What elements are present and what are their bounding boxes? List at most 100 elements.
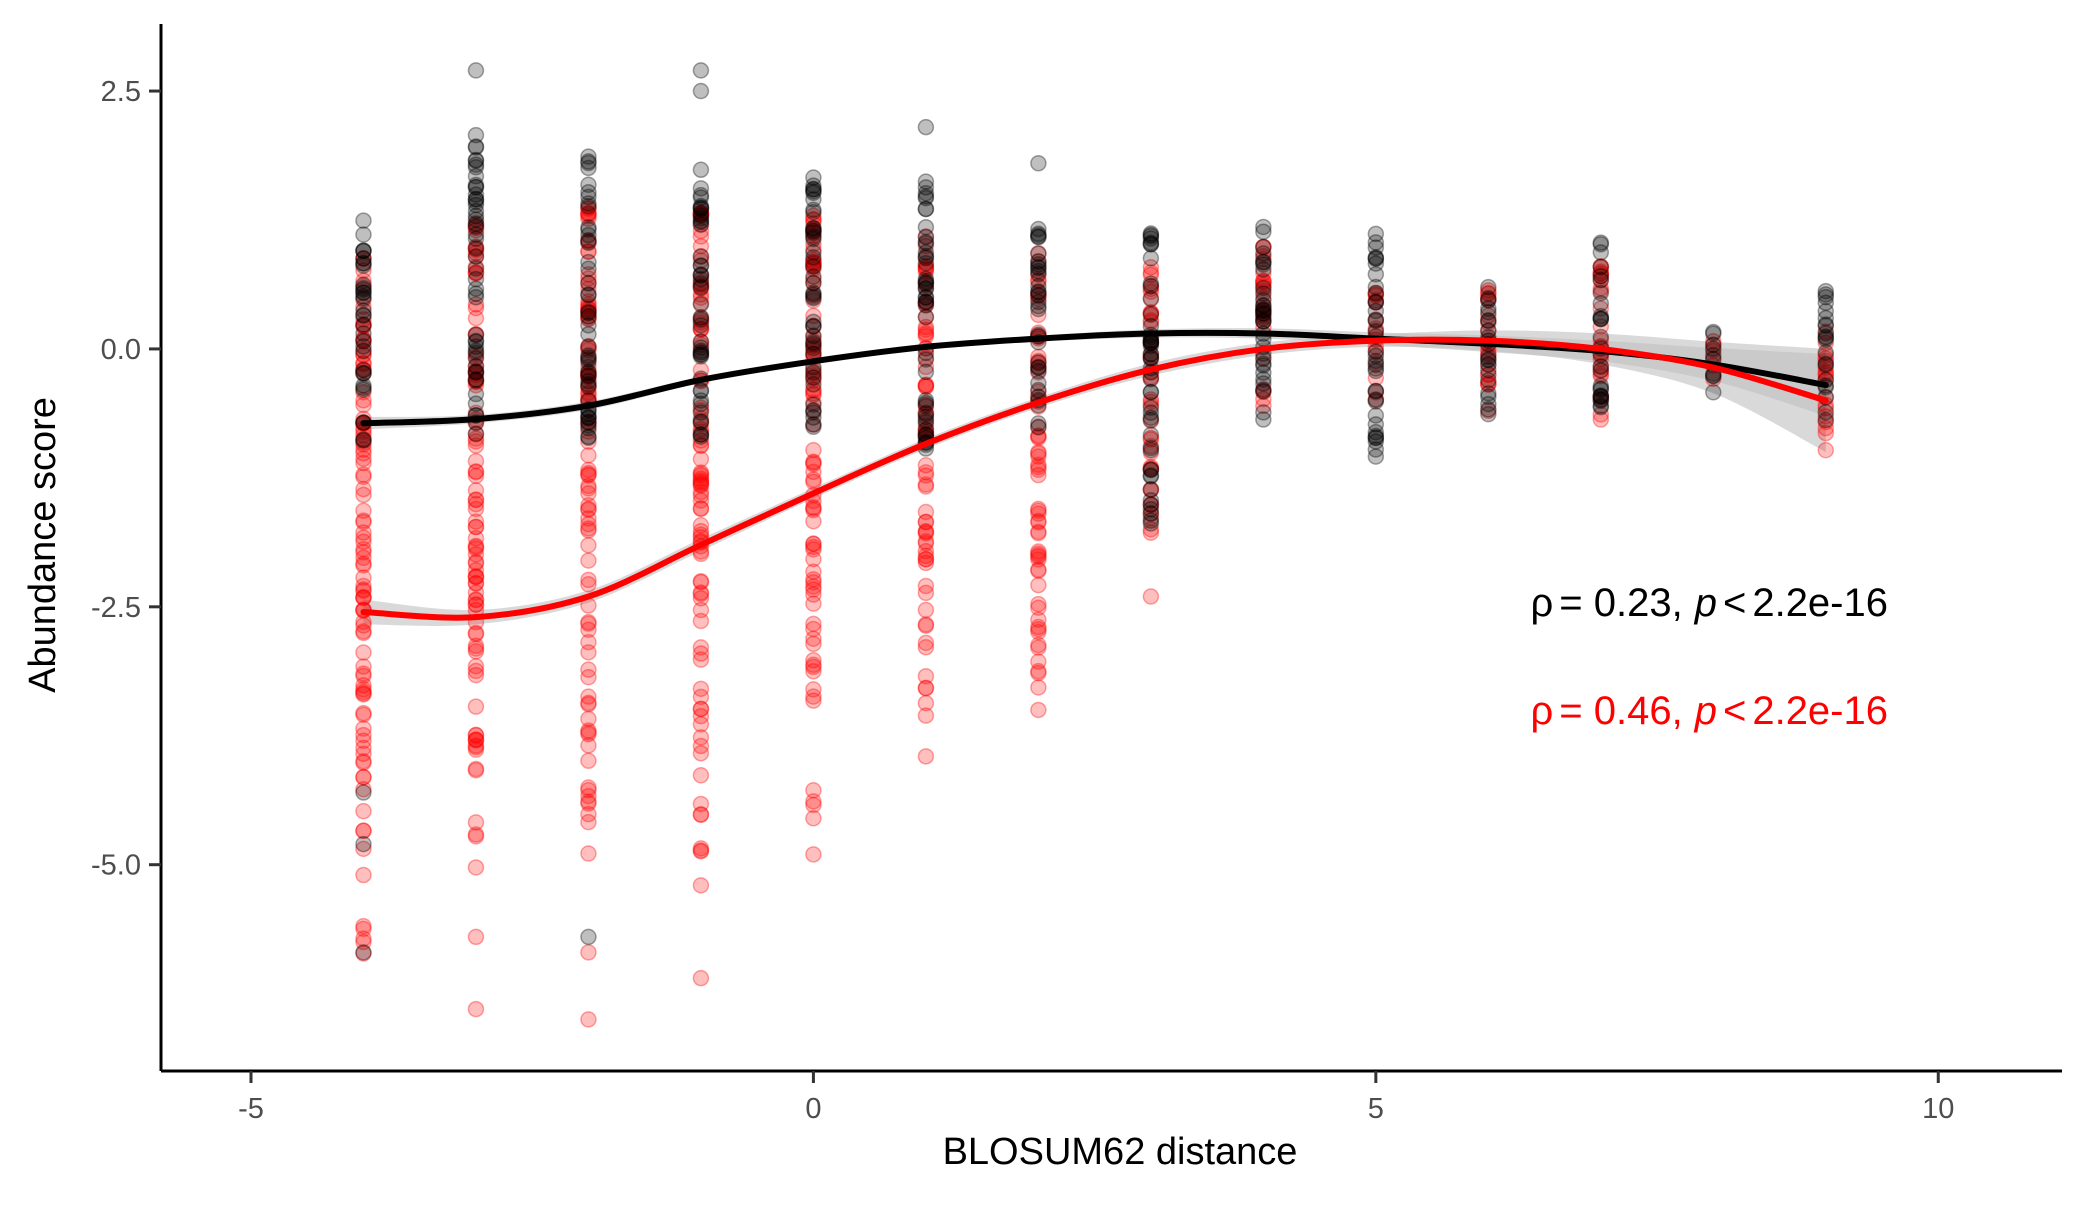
black-point xyxy=(1030,354,1047,371)
black-point xyxy=(1142,399,1160,416)
red-point xyxy=(805,581,822,598)
red-point xyxy=(580,737,597,754)
red-point xyxy=(355,454,372,472)
red-point xyxy=(1030,701,1047,719)
black-point xyxy=(805,313,822,331)
black-point xyxy=(1592,398,1610,416)
black-point xyxy=(692,213,710,231)
black-point xyxy=(805,258,822,275)
red-point xyxy=(580,781,597,799)
black-point xyxy=(1592,234,1610,251)
red-point xyxy=(805,663,822,680)
red-point xyxy=(467,698,485,715)
red-point xyxy=(467,596,485,613)
red-point xyxy=(1030,500,1047,518)
red-point xyxy=(1592,263,1610,280)
black-point xyxy=(580,378,597,395)
red-point xyxy=(917,296,935,314)
red-point xyxy=(1367,294,1385,311)
red-point xyxy=(1480,376,1497,393)
red-point xyxy=(805,253,822,271)
red-point xyxy=(805,571,822,588)
black-point xyxy=(467,190,485,208)
black-point xyxy=(355,257,372,274)
black-point xyxy=(355,333,372,350)
red-point xyxy=(355,557,372,574)
black-point xyxy=(692,348,710,365)
red-point xyxy=(1255,273,1272,290)
red-point xyxy=(467,591,485,608)
red-point xyxy=(917,397,935,415)
black-point xyxy=(467,332,485,350)
black-point xyxy=(1142,349,1160,367)
black-point xyxy=(917,394,935,411)
red-point xyxy=(1592,388,1610,405)
red-point xyxy=(1592,367,1610,385)
black-point xyxy=(580,195,597,212)
black-point xyxy=(917,228,935,246)
black-point xyxy=(467,371,485,388)
black-point xyxy=(355,325,372,342)
red-point xyxy=(1030,524,1047,542)
black-point xyxy=(1480,348,1497,365)
black-point xyxy=(1367,382,1385,400)
red-point xyxy=(917,667,935,685)
black-point xyxy=(1592,236,1610,253)
red-point xyxy=(805,337,822,354)
red-point xyxy=(805,810,822,827)
red-point xyxy=(1142,496,1160,514)
black-point xyxy=(1817,329,1835,346)
red-point xyxy=(805,332,822,349)
black-point xyxy=(580,417,597,434)
black-point xyxy=(692,82,710,100)
red-point xyxy=(467,363,485,381)
black-point xyxy=(917,118,935,136)
red-point xyxy=(467,500,485,518)
black-point xyxy=(692,346,710,363)
red-point xyxy=(1480,356,1497,373)
black-point xyxy=(467,371,485,389)
red-point xyxy=(580,722,597,739)
red-point xyxy=(692,399,710,417)
black-point xyxy=(1030,374,1047,392)
black-point xyxy=(1480,303,1497,321)
black-point xyxy=(355,379,372,397)
black-point xyxy=(1255,292,1272,309)
red-point xyxy=(692,237,710,255)
black-point xyxy=(580,349,597,366)
red-point xyxy=(917,260,935,278)
red-point xyxy=(692,415,710,433)
red-point xyxy=(580,694,597,712)
black-point xyxy=(1255,381,1272,399)
red-point xyxy=(1817,350,1835,367)
black-point xyxy=(917,272,935,290)
red-point xyxy=(355,945,372,962)
red-point xyxy=(580,510,597,527)
black-point xyxy=(1142,383,1160,401)
red-point xyxy=(355,768,372,786)
black-point xyxy=(692,199,710,217)
red-point xyxy=(355,392,372,409)
red-point xyxy=(692,267,710,284)
red-point xyxy=(805,210,822,228)
red-point xyxy=(355,822,372,839)
red-point xyxy=(1030,358,1047,376)
black-point xyxy=(692,209,710,227)
red-point xyxy=(355,291,372,309)
black-point xyxy=(1705,384,1722,401)
red-point xyxy=(355,581,372,598)
black-point xyxy=(692,257,710,275)
red-point xyxy=(1142,509,1160,527)
red-point xyxy=(355,866,372,884)
black-point xyxy=(1367,352,1385,370)
red-point xyxy=(1030,364,1047,381)
black-point xyxy=(805,327,822,344)
red-point xyxy=(467,482,485,499)
red-point xyxy=(580,301,597,318)
red-point xyxy=(1592,318,1610,335)
red-point xyxy=(1817,363,1835,380)
black-point xyxy=(917,279,935,297)
black-point xyxy=(1367,294,1385,311)
red-point xyxy=(917,318,935,336)
black-point xyxy=(692,62,710,79)
